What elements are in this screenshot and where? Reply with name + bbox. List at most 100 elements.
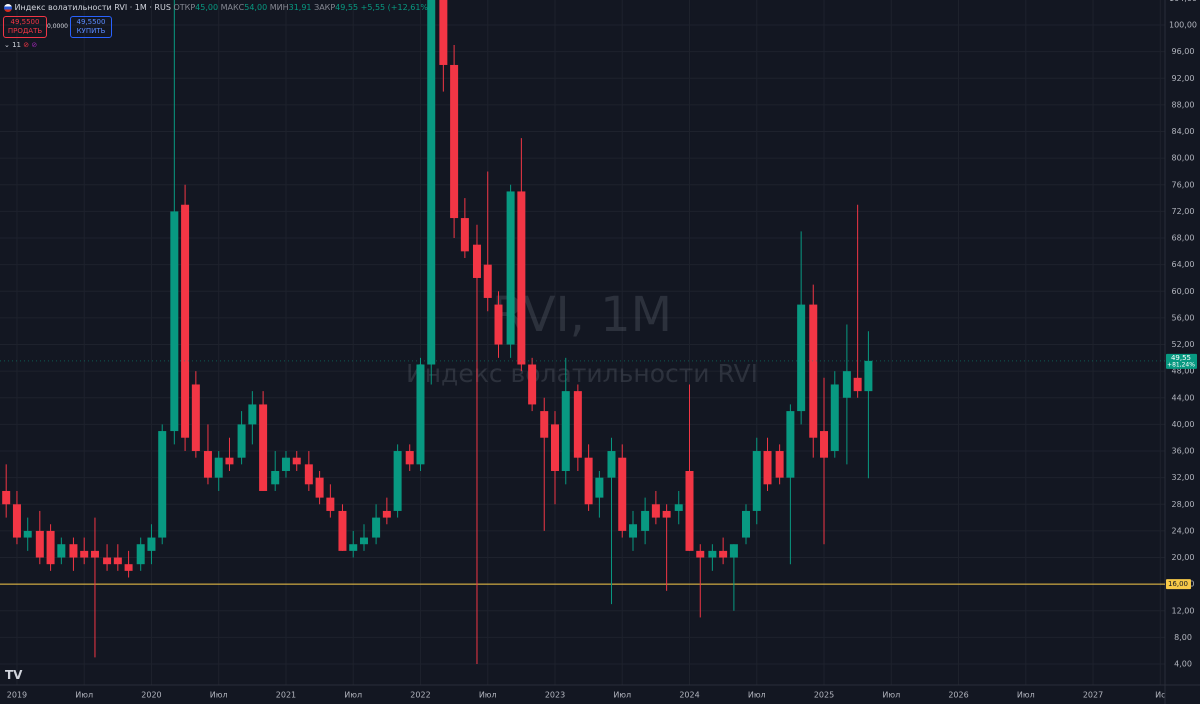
candle-body: [629, 524, 638, 538]
x-tick-label: Июл: [75, 691, 93, 700]
candle-body: [382, 510, 391, 518]
y-tick-label: 20,00: [1172, 553, 1195, 562]
candle-body: [674, 504, 683, 511]
change-value: +5,55 (+12,61%): [360, 3, 432, 12]
candle-body: [46, 530, 55, 565]
candle-body: [292, 457, 301, 465]
candle-body: [528, 364, 537, 405]
y-tick-label: 60,00: [1172, 287, 1195, 296]
high-label: МАКС: [220, 3, 245, 12]
candle-body: [23, 530, 32, 538]
sell-label: ПРОДАТЬ: [7, 27, 43, 35]
candle-body: [763, 451, 772, 485]
x-tick-label: 2027: [1083, 691, 1103, 700]
candle-body: [372, 517, 381, 538]
buy-price: 49,5500: [76, 18, 106, 26]
candle-body: [359, 537, 368, 545]
y-tick-label: 56,00: [1172, 313, 1195, 322]
indicators-count: 11: [12, 41, 22, 49]
buy-button[interactable]: 49,5500 КУПИТЬ: [70, 16, 112, 38]
close-value: 49,55: [335, 3, 359, 12]
candle-body: [281, 457, 290, 471]
candle-body: [90, 550, 99, 558]
candle-body: [809, 304, 818, 438]
candle-body: [315, 477, 324, 498]
x-tick-label: Июл: [748, 691, 766, 700]
candle-body: [618, 457, 627, 531]
candle-body: [416, 364, 425, 465]
buy-label: КУПИТЬ: [76, 27, 106, 35]
flag-icon: [4, 3, 12, 12]
spread: 0,0000: [47, 23, 68, 30]
candle-body: [158, 431, 167, 538]
candle-body: [775, 451, 784, 478]
candle-body: [181, 204, 190, 438]
x-tick-label: Июл: [479, 691, 497, 700]
candle-body: [248, 404, 257, 425]
x-tick-label: 2020: [141, 691, 161, 700]
candle-body: [853, 377, 862, 392]
candle-body: [729, 544, 738, 558]
y-tick-label: 104,00: [1169, 0, 1197, 3]
y-tick-label: 4,00: [1174, 660, 1192, 669]
x-tick-label: 2019: [7, 691, 27, 700]
y-tick-label: 36,00: [1172, 447, 1195, 456]
candle-body: [349, 544, 358, 551]
level-label-box: [1166, 579, 1191, 590]
candle-body: [113, 557, 122, 565]
candle-body: [662, 510, 671, 518]
y-tick-label: 92,00: [1172, 74, 1195, 83]
candle-body: [820, 431, 829, 458]
low-value: 31,91: [288, 3, 312, 12]
candle-body: [561, 391, 570, 471]
candle-body: [460, 218, 469, 252]
candle-body: [472, 244, 481, 278]
candle-body: [136, 544, 145, 565]
candle-body: [595, 477, 604, 498]
sell-button[interactable]: 49,5500 ПРОДАТЬ: [3, 16, 47, 38]
open-label: ОТКР: [173, 3, 196, 12]
candles: [2, 0, 873, 665]
candle-body: [651, 504, 660, 518]
logo[interactable]: TV: [5, 668, 23, 682]
candle-body: [225, 457, 234, 465]
candle-body: [203, 451, 212, 478]
candle-body: [405, 451, 414, 465]
candle-body: [191, 384, 200, 452]
candle-body: [69, 544, 78, 558]
candle-body: [719, 550, 728, 558]
open-value: 45,00: [195, 3, 219, 12]
high-value: 54,00: [244, 3, 268, 12]
candle-body: [641, 510, 650, 531]
y-tick-label: 68,00: [1172, 234, 1195, 243]
y-tick-label: 84,00: [1172, 127, 1195, 136]
candle-body: [483, 264, 492, 298]
low-label: МИН: [269, 3, 289, 12]
candle-body: [35, 530, 44, 558]
candle-body: [797, 304, 806, 412]
y-tick-label: 100,00: [1169, 21, 1197, 30]
y-tick-label: 40,00: [1172, 420, 1195, 429]
indicators-toggle[interactable]: ⌄ 11 ⊘ ⊘: [4, 41, 38, 49]
watermark-subtitle: Индекс волатильности RVI: [406, 359, 758, 388]
candle-body: [271, 470, 280, 485]
candle-body: [450, 64, 459, 219]
symbol[interactable]: Индекс волатильности RVI · 1M · RUS: [14, 3, 171, 12]
level-label: 16,00: [1168, 580, 1188, 588]
y-tick-label: 32,00: [1172, 473, 1195, 482]
candle-body: [80, 550, 89, 558]
header: Индекс волатильности RVI · 1M · RUS ОТКР…: [4, 3, 431, 12]
candle-body: [494, 304, 503, 345]
candle-body: [326, 497, 335, 511]
y-tick-label: 64,00: [1172, 260, 1195, 269]
candle-body: [12, 504, 21, 538]
candle-body: [696, 550, 705, 558]
y-tick-label: 24,00: [1172, 526, 1195, 535]
candle-body: [259, 404, 268, 491]
y-tick-label: 96,00: [1172, 47, 1195, 56]
candle-body: [170, 211, 179, 432]
x-tick-label: 2025: [814, 691, 834, 700]
candle-body: [540, 411, 549, 438]
candle-body: [584, 457, 593, 505]
